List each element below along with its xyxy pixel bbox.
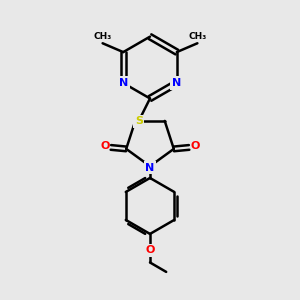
Text: N: N [146, 163, 154, 173]
Text: O: O [100, 141, 110, 151]
Text: O: O [145, 245, 155, 255]
Text: O: O [190, 141, 200, 151]
Text: CH₃: CH₃ [188, 32, 206, 41]
Text: N: N [172, 78, 182, 88]
Text: CH₃: CH₃ [94, 32, 112, 41]
Text: N: N [118, 78, 128, 88]
Text: S: S [135, 116, 143, 126]
